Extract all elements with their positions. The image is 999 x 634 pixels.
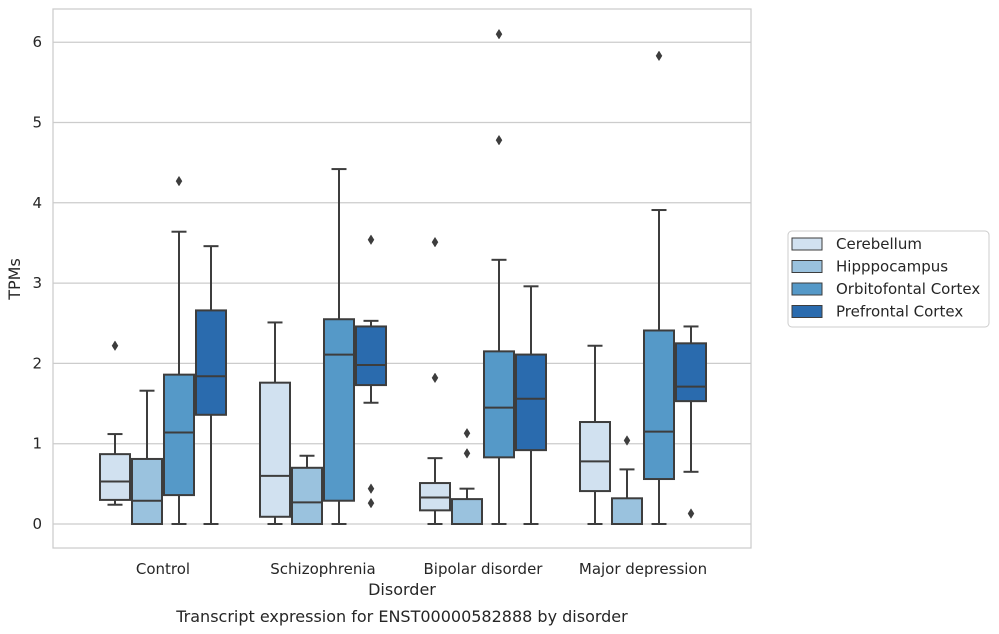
box-3-1 <box>611 435 643 525</box>
x-tick-label: Major depression <box>579 560 707 578</box>
box-2-3 <box>515 285 547 525</box>
outlier-point <box>175 175 183 187</box>
y-tick-label: 5 <box>32 114 42 132</box>
box-3-2 <box>643 50 675 525</box>
box-iqr <box>323 318 355 502</box>
outlier-point <box>431 236 439 248</box>
box-0-3 <box>195 245 227 525</box>
legend-frame <box>787 230 990 328</box>
box-iqr <box>675 342 707 403</box>
x-tick-label: Schizophrenia <box>270 560 375 578</box>
y-axis-title: TPMs <box>5 258 24 301</box>
box-2-2 <box>483 28 515 525</box>
box-iqr <box>483 350 515 459</box>
outlier-point <box>687 508 695 519</box>
outlier-point <box>367 483 375 494</box>
box-iqr <box>643 329 675 481</box>
box-iqr <box>291 466 323 526</box>
box-1-1 <box>291 454 323 526</box>
y-tick-label: 0 <box>32 515 42 533</box>
outlier-point <box>655 50 663 62</box>
legend-label: Hipppocampus <box>836 258 948 276</box>
box-iqr <box>163 373 195 497</box>
legend-label: Cerebellum <box>836 235 922 253</box>
outlier-point <box>495 134 503 146</box>
box-iqr <box>195 309 227 416</box>
y-tick-label: 1 <box>32 435 42 453</box>
box-iqr <box>355 325 387 387</box>
y-tick-labels: 0 1 2 3 4 5 6 <box>32 33 42 533</box>
outlier-point <box>463 427 471 439</box>
chart-caption: Transcript expression for ENST0000058288… <box>175 607 628 626</box>
box-iqr <box>99 453 131 501</box>
box-3-0 <box>579 344 611 525</box>
box-iqr <box>611 497 643 525</box>
box-1-2 <box>323 168 355 525</box>
x-tick-label: Control <box>136 560 190 578</box>
box-iqr <box>515 353 547 452</box>
legend-label: Prefrontal Cortex <box>836 303 963 321</box>
outlier-point <box>623 435 631 446</box>
y-tick-label: 3 <box>32 274 42 292</box>
outlier-point <box>463 448 471 459</box>
box-iqr <box>579 421 611 493</box>
box-1-0 <box>259 321 291 525</box>
boxes <box>99 28 707 526</box>
plot-frame <box>52 8 752 549</box>
legend-label: Orbitofontal Cortex <box>836 280 980 298</box>
y-tick-label: 6 <box>32 33 42 51</box>
outlier-point <box>111 340 119 352</box>
legend-swatch <box>791 305 823 318</box>
box-iqr <box>451 498 483 525</box>
x-axis-title: Disorder <box>368 580 436 599</box>
box-0-1 <box>131 389 163 525</box>
outlier-point <box>431 372 439 384</box>
box-iqr <box>131 457 163 525</box>
outlier-point <box>367 234 375 246</box>
box-2-0 <box>419 236 451 525</box>
x-tick-labels: Control Schizophrenia Bipolar disorder Majo… <box>136 560 707 578</box>
box-3-3 <box>675 325 707 519</box>
legend-swatch <box>791 282 823 296</box>
box-2-1 <box>451 427 483 525</box>
outlier-point <box>495 28 503 40</box>
y-tick-label: 4 <box>32 194 42 212</box>
legend: Cerebellum Hipppocampus Orbitofontal Corte… <box>787 230 990 328</box>
x-tick-label: Bipolar disorder <box>424 560 544 578</box>
box-1-3 <box>355 234 387 509</box>
outlier-point <box>367 497 375 509</box>
box-0-2 <box>163 175 195 525</box>
legend-swatch <box>791 260 823 273</box>
y-tick-label: 2 <box>32 354 42 372</box>
legend-swatch <box>791 237 823 251</box>
box-iqr <box>259 381 291 518</box>
box-0-0 <box>99 340 131 506</box>
